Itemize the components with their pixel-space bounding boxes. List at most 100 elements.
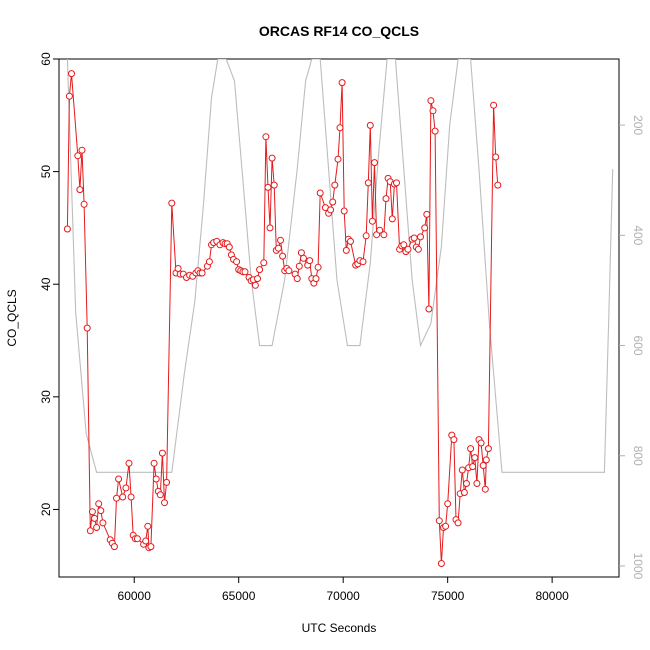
- data-point: [334, 155, 342, 163]
- data-point: [473, 480, 481, 487]
- data-point: [225, 243, 233, 251]
- data-point: [338, 79, 346, 87]
- data-point: [76, 186, 84, 194]
- data-point: [119, 493, 127, 501]
- data-point: [277, 236, 284, 244]
- data-point: [254, 275, 261, 283]
- y2-tick-label: 800: [631, 446, 645, 466]
- data-point: [142, 537, 150, 545]
- data-point: [74, 152, 82, 160]
- y2-tick-label: 600: [631, 336, 645, 356]
- data-point: [156, 491, 164, 499]
- data-point: [268, 154, 276, 162]
- data-point: [359, 258, 367, 266]
- data-point: [368, 217, 376, 225]
- data-point: [479, 462, 487, 469]
- data-point: [364, 179, 372, 187]
- data-point: [431, 127, 439, 135]
- data-point: [376, 226, 384, 234]
- data-point: [427, 97, 435, 105]
- data-point: [340, 207, 348, 215]
- data-point: [444, 500, 452, 508]
- data-point: [78, 146, 86, 154]
- data-point: [83, 324, 91, 332]
- data-point: [460, 489, 468, 496]
- data-point: [158, 449, 166, 457]
- data-point: [327, 206, 335, 214]
- data-point: [285, 267, 293, 275]
- data-point: [400, 241, 408, 249]
- x-tick-label: 70000: [326, 589, 360, 603]
- data-point: [458, 466, 466, 474]
- data-point: [264, 183, 272, 191]
- data-point: [133, 535, 141, 543]
- data-point: [86, 527, 94, 535]
- data-point: [279, 252, 287, 260]
- data-point: [266, 224, 274, 232]
- data-point: [65, 92, 73, 100]
- data-point: [300, 254, 307, 262]
- y-tick-label: 30: [39, 390, 53, 404]
- data-point: [147, 543, 155, 551]
- data-point: [393, 179, 400, 187]
- plot-frame: [58, 58, 620, 578]
- data-point: [198, 269, 206, 277]
- data-point: [494, 181, 502, 189]
- data-point: [168, 199, 176, 207]
- data-point: [251, 281, 259, 289]
- data-point: [414, 245, 422, 253]
- data-point: [429, 107, 437, 115]
- data-point: [437, 560, 445, 567]
- data-point: [463, 480, 470, 487]
- data-point: [490, 101, 498, 109]
- data-point: [233, 258, 241, 266]
- data-point: [342, 246, 350, 254]
- data-point: [122, 484, 130, 492]
- data-point: [484, 445, 492, 453]
- data-point: [336, 124, 344, 132]
- series-primary-line: [66, 73, 499, 564]
- y2-tick-label: 400: [631, 225, 645, 245]
- y-axis-label: CO_QCLS: [5, 289, 19, 346]
- data-point: [295, 262, 303, 270]
- chart-title: ORCAS RF14 CO_QCLS: [259, 23, 419, 39]
- series-secondary-line: [66, 59, 614, 473]
- data-point: [144, 522, 152, 530]
- y-tick-label: 40: [39, 277, 53, 291]
- data-point: [380, 231, 388, 239]
- data-point: [423, 210, 431, 218]
- data-point: [469, 463, 477, 471]
- data-point: [93, 524, 101, 531]
- data-point: [110, 543, 118, 551]
- data-point: [454, 519, 462, 527]
- data-point: [115, 475, 123, 483]
- y-tick-label: 20: [39, 502, 53, 516]
- plot-area: [63, 59, 614, 567]
- data-point: [492, 153, 500, 161]
- data-point: [99, 519, 107, 527]
- data-point: [417, 233, 424, 241]
- data-point: [270, 181, 278, 189]
- data-point: [88, 508, 96, 516]
- data-point: [410, 234, 418, 242]
- data-point: [150, 459, 158, 467]
- data-point: [113, 494, 120, 502]
- x-tick-label: 75000: [431, 589, 465, 603]
- data-point: [127, 493, 135, 501]
- y-tick-label: 60: [39, 52, 53, 66]
- data-point: [274, 244, 282, 252]
- data-point: [450, 436, 458, 444]
- data-point: [362, 232, 370, 240]
- data-point: [477, 439, 485, 447]
- data-point: [331, 181, 339, 189]
- data-point: [467, 445, 475, 453]
- data-point: [256, 266, 264, 274]
- data-point: [152, 475, 160, 483]
- data-point: [260, 259, 268, 267]
- data-point: [435, 517, 443, 525]
- data-point: [314, 263, 322, 271]
- x-tick-label: 65000: [222, 589, 256, 603]
- y2-tick-label: 200: [631, 115, 645, 135]
- x-tick-label: 80000: [535, 589, 569, 603]
- data-point: [125, 459, 133, 467]
